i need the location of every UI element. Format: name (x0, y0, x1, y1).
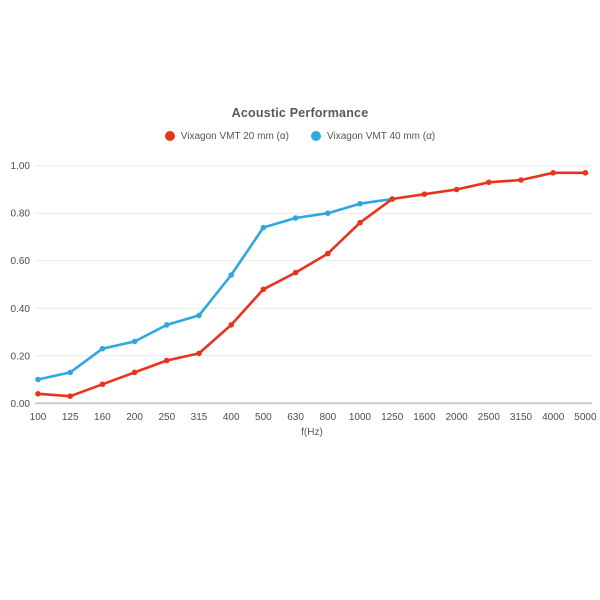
x-axis-tick-label: 5000 (574, 412, 597, 423)
x-axis-tick-label: 4000 (542, 412, 565, 423)
x-axis-tick-label: 1600 (413, 412, 436, 423)
data-point-marker[interactable] (260, 286, 267, 293)
data-point-marker[interactable] (164, 322, 170, 328)
y-axis-tick-label: 0.80 (11, 209, 31, 220)
x-axis-tick-label: 2000 (445, 412, 468, 423)
x-axis-title: f(Hz) (301, 427, 323, 438)
x-axis-tick-label: 2500 (478, 412, 501, 423)
x-axis-tick-label: 500 (255, 412, 272, 423)
x-axis-tick-label: 630 (287, 412, 304, 423)
data-point-marker[interactable] (292, 269, 299, 276)
x-axis-tick-label: 315 (191, 412, 208, 423)
data-point-marker[interactable] (357, 200, 363, 207)
x-axis-tick-label: 200 (126, 412, 143, 423)
data-point-marker[interactable] (131, 338, 138, 345)
legend-marker-icon (164, 131, 175, 141)
data-point-marker[interactable] (164, 357, 170, 364)
y-axis-tick-label: 0.60 (11, 256, 31, 267)
data-point-marker[interactable] (35, 376, 41, 383)
x-axis-tick-label: 125 (62, 412, 79, 423)
legend-item-vmt-40mm[interactable]: Vixagon VMT 40 mm (α) (311, 131, 435, 142)
data-point-marker[interactable] (486, 179, 492, 186)
legend-item-vmt-20mm[interactable]: Vixagon VMT 20 mm (α) (164, 130, 289, 142)
data-point-marker[interactable] (99, 345, 106, 352)
legend-marker-icon (311, 131, 321, 141)
data-point-marker[interactable] (99, 381, 106, 388)
data-point-marker[interactable] (325, 210, 331, 216)
series-line-vmt-20mm (36, 171, 587, 398)
data-point-marker[interactable] (260, 224, 267, 231)
x-axis-tick-label: 1000 (349, 412, 372, 423)
data-point-marker[interactable] (421, 191, 428, 197)
y-axis-tick-label: 1.00 (11, 161, 31, 172)
data-point-marker[interactable] (389, 196, 396, 202)
x-axis-tick-label: 100 (30, 412, 47, 423)
data-point-marker[interactable] (357, 219, 363, 226)
legend-label: Vixagon VMT 20 mm (α) (180, 130, 289, 142)
data-point-marker[interactable] (196, 312, 202, 319)
series-line-vmt-40mm (36, 197, 394, 381)
y-axis-tick-label: 0.20 (11, 351, 31, 362)
x-axis-tick-label: 1250 (381, 412, 404, 423)
data-point-marker[interactable] (131, 369, 138, 376)
data-point-marker[interactable] (453, 186, 460, 193)
data-point-marker[interactable] (67, 393, 73, 400)
data-point-marker[interactable] (35, 391, 41, 397)
data-point-marker[interactable] (582, 170, 589, 176)
legend-label: Vixagon VMT 40 mm (α) (327, 130, 436, 142)
x-axis-tick-label: 800 (319, 412, 336, 423)
data-point-marker[interactable] (550, 170, 556, 176)
data-point-marker[interactable] (518, 177, 524, 183)
x-axis-tick-label: 250 (158, 412, 175, 423)
data-point-marker[interactable] (325, 250, 331, 257)
y-axis-tick-label: 0.00 (11, 399, 31, 410)
x-axis-tick-label: 160 (94, 412, 111, 423)
data-point-marker[interactable] (292, 215, 299, 221)
x-axis-tick-label: 400 (223, 412, 240, 423)
data-point-marker[interactable] (228, 272, 234, 278)
x-axis-tick-label: 3150 (510, 412, 533, 423)
y-axis-tick-label: 0.40 (11, 304, 31, 315)
data-point-marker[interactable] (228, 322, 234, 328)
data-point-marker[interactable] (67, 369, 73, 376)
data-point-marker[interactable] (196, 350, 202, 357)
chart-title: Acoustic Performance (231, 106, 369, 120)
legend: Vixagon VMT 20 mm (α) Vixagon VMT 40 mm … (0, 128, 600, 144)
